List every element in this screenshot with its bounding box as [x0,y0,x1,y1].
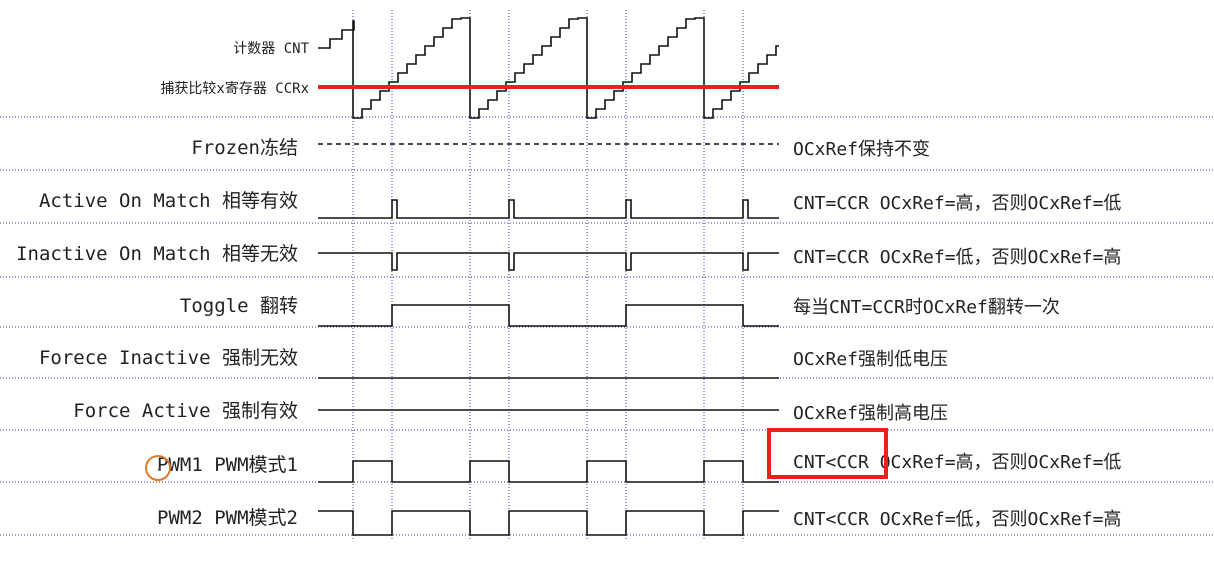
mode-label-force-active: Force Active 强制有效 [73,400,298,422]
mode-desc-inactive-on-match: CNT=CCR OCxRef=低，否则OCxRef=高 [793,247,1122,268]
timing-gridlines [352,10,744,540]
mode-desc-force-active: OCxRef强制高电压 [793,403,949,424]
mode-desc-pwm2: CNT<CCR OCxRef=低，否则OCxRef=高 [793,509,1122,530]
mode-desc-pwm1: CNT<CCR OCxRef=高，否则OCxRef=低 [793,452,1122,473]
waveform-active-on-match [318,199,779,219]
mode-desc-toggle: 每当CNT=CCR时OCxRef翻转一次 [793,297,1060,318]
mouse-cursor-indicator [145,455,171,481]
cursor-dot [158,468,161,471]
mode-label-frozen: Frozen冻结 [191,137,298,159]
mode-label-toggle: Toggle 翻转 [179,295,298,317]
mode-label-pwm2: PWM2 PWM模式2 [157,507,298,529]
mode-label-active-on-match: Active On Match 相等有效 [38,190,298,212]
mode-label-force-inactive: Forece Inactive 强制无效 [38,347,298,369]
mode-desc-force-inactive: OCxRef强制低电压 [793,349,949,370]
counter-steps [318,17,779,119]
mode-label-pwm1: PWM1 PWM模式1 [157,454,298,476]
ccr-label: 捕获比较x寄存器 CCRx [160,81,309,97]
waveform-toggle [318,304,779,327]
highlight-box [767,428,888,479]
mode-label-inactive-on-match: Inactive On Match 相等无效 [16,243,298,265]
mode-waveforms [318,143,779,536]
mode-desc-active-on-match: CNT=CCR OCxRef=高，否则OCxRef=低 [793,193,1122,214]
counter-staircase [318,17,779,119]
mode-desc-frozen: OCxRef保持不变 [793,139,931,160]
waveform-pwm1 [318,460,779,483]
waveform-inactive-on-match [318,252,779,271]
cnt-label: 计数器 CNT [233,41,309,57]
waveform-pwm2 [318,510,779,536]
